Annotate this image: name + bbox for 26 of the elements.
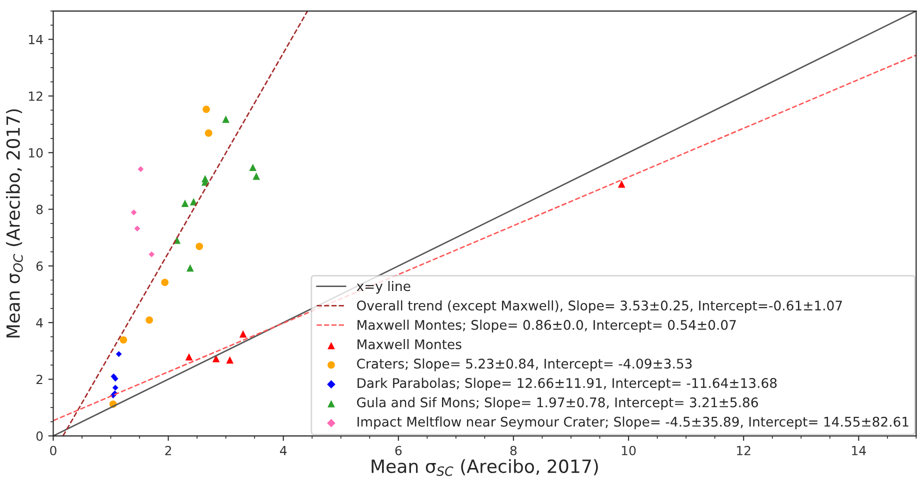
x-tick-label: 6 xyxy=(395,446,402,456)
x-tick-label: 14 xyxy=(852,446,866,456)
legend-label: Dark Parabolas; Slope= 12.66±11.91, Intercept= -11.64±13.68 xyxy=(358,378,777,391)
y-tick-label: 12 xyxy=(28,91,42,101)
y-tick-label: 14 xyxy=(28,34,43,44)
legend-label: Craters; Slope= 5.23±0.84, Intercept= -4.09±3.53 xyxy=(357,358,692,372)
y-tick-label: 4 xyxy=(36,318,43,328)
x-tick-label: 10 xyxy=(622,446,636,456)
legend-label: Maxwell Montes; Slope= 0.86±0.0, Intercept= 0.54±0.07 xyxy=(358,320,736,332)
legend-label: Overall trend (except Maxwell), Slope= 3.53±0.25, Intercept=-0.61±1.07 xyxy=(357,300,842,314)
y-tick-label: 2 xyxy=(36,374,42,384)
y-tick-label: 8 xyxy=(36,204,43,214)
x-tick-label: 8 xyxy=(510,446,517,456)
x-tick-label: 12 xyxy=(737,446,750,456)
y-axis-title: Mean σ$_{OC}$ (Arecibo, 2017) xyxy=(6,109,23,338)
y-tick-label: 6 xyxy=(36,261,43,271)
x-tick-label: 4 xyxy=(280,446,287,456)
y-tick-label: 0 xyxy=(36,431,43,441)
legend-label: x=y line xyxy=(356,280,410,294)
legend-label: Impact Meltflow near Seymour Crater; Slope= -4.5±35.89, Intercept= 14.55±82.61 xyxy=(358,416,908,430)
legend-label: Maxwell Montes xyxy=(358,339,462,350)
y-tick-label: 10 xyxy=(28,148,43,158)
x-axis-title: Mean σ$_{SC}$ (Arecibo, 2017) xyxy=(372,459,598,476)
x-tick-label: 2 xyxy=(165,446,172,456)
x-tick-label: 0 xyxy=(50,446,56,456)
legend-label: Gula and Sif Mons; Slope= 1.97±0.78, Intercept= 3.21±5.86 xyxy=(357,397,758,410)
